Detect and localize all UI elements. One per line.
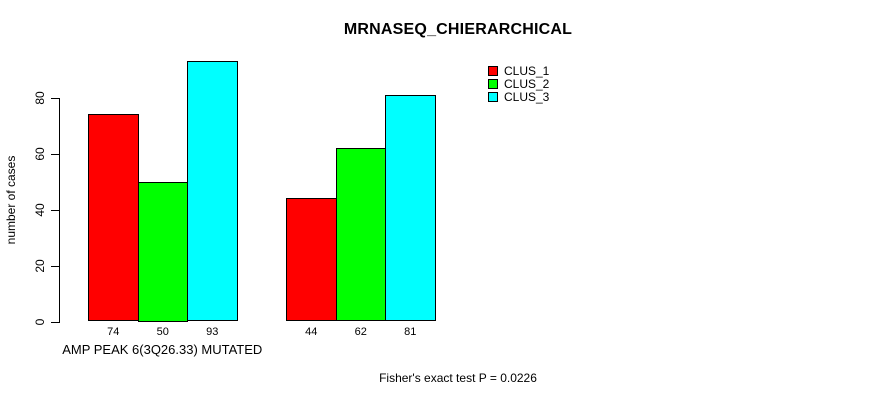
category-label-group1: AMP PEAK 6(3Q26.33) MUTATED <box>62 342 263 357</box>
bar-value-label: 93 <box>206 326 219 338</box>
legend-swatch-icon <box>488 91 498 102</box>
bar-value-label: 50 <box>156 326 169 338</box>
bar-value-label: 62 <box>354 326 367 338</box>
bar-value-label: 74 <box>107 326 120 338</box>
legend-row-clus_3: CLUS_3 <box>488 89 550 104</box>
y-tick-mark <box>51 265 59 267</box>
bar-clus_1-group1 <box>88 114 139 322</box>
legend-row-clus_2: CLUS_2 <box>488 77 550 92</box>
legend-label: CLUS_3 <box>504 89 550 104</box>
bar-clus_2-group1 <box>137 181 188 322</box>
bar-clus_1-group2 <box>286 198 337 322</box>
legend-label: CLUS_2 <box>504 77 550 92</box>
legend-swatch-icon <box>488 79 498 90</box>
bar-value-label: 81 <box>404 326 417 338</box>
y-axis-line <box>59 97 61 323</box>
y-tick-label: 0 <box>33 318 47 326</box>
chart-title: MRNASEQ_CHIERARCHICAL <box>343 21 573 38</box>
y-tick-label: 60 <box>33 147 47 161</box>
bar-value-label: 44 <box>305 326 318 338</box>
legend-label: CLUS_1 <box>504 64 550 79</box>
legend: CLUS_1 CLUS_2 CLUS_3 <box>488 64 550 104</box>
y-tick-label: 20 <box>33 259 47 273</box>
y-tick-mark <box>51 153 59 155</box>
bar-clus_3-group1 <box>187 61 238 322</box>
stat-footer-text: Fisher's exact test P = 0.0226 <box>379 371 537 385</box>
bar-clus_3-group2 <box>385 94 436 322</box>
legend-swatch-icon <box>488 66 498 77</box>
legend-row-clus_1: CLUS_1 <box>488 64 550 79</box>
y-tick-mark <box>51 209 59 211</box>
y-tick-label: 40 <box>33 203 47 217</box>
y-tick-mark <box>51 97 59 99</box>
bar-clus_2-group2 <box>335 147 386 322</box>
y-axis-title: number of cases <box>4 155 18 245</box>
y-tick-label: 80 <box>33 91 47 105</box>
y-tick-mark <box>51 321 59 323</box>
